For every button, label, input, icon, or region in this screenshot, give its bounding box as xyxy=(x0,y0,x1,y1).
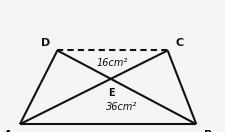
Text: A: A xyxy=(3,130,12,132)
Text: 36cm²: 36cm² xyxy=(106,102,137,112)
Text: C: C xyxy=(176,38,184,48)
Text: E: E xyxy=(108,88,115,98)
Text: 16cm²: 16cm² xyxy=(97,58,128,68)
Text: B: B xyxy=(204,130,213,132)
Text: D: D xyxy=(41,38,50,48)
